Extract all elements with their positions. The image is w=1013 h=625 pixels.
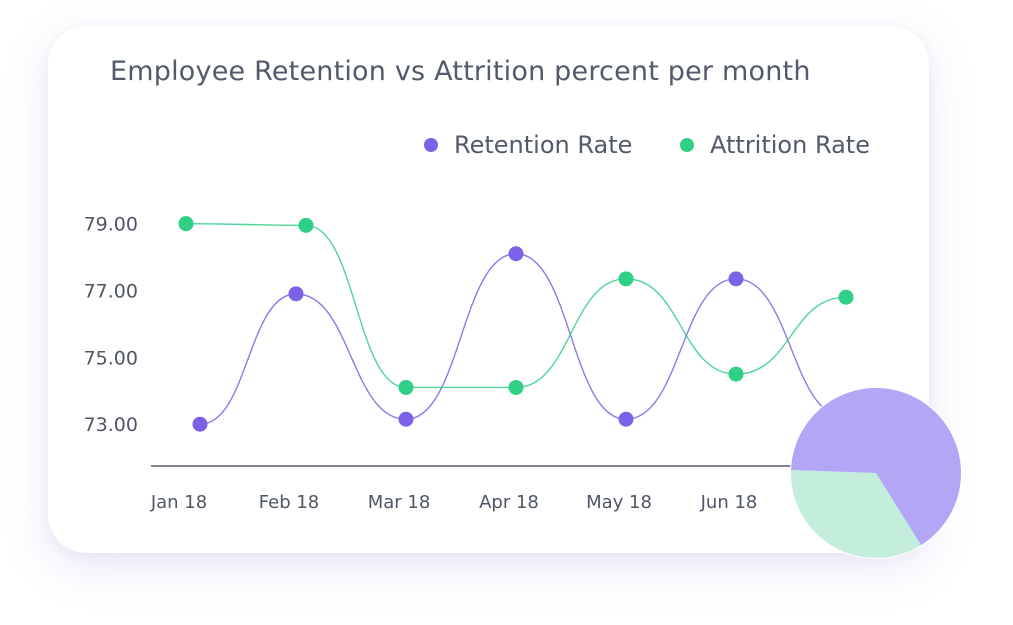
data-point-retention-4[interactable] xyxy=(618,411,634,427)
legend-dot-attrition xyxy=(680,138,694,152)
data-point-retention-5[interactable] xyxy=(728,271,744,287)
data-point-attrition-5[interactable] xyxy=(728,366,744,382)
legend-item-attrition[interactable]: Attrition Rate xyxy=(680,131,870,159)
data-point-attrition-3[interactable] xyxy=(508,379,524,395)
data-point-attrition-0[interactable] xyxy=(178,216,194,232)
data-point-attrition-2[interactable] xyxy=(398,379,414,395)
data-point-attrition-1[interactable] xyxy=(298,217,314,233)
y-tick-label: 73.00 xyxy=(84,414,138,436)
series-points xyxy=(178,216,854,432)
data-point-retention-1[interactable] xyxy=(288,286,304,302)
legend-label-retention: Retention Rate xyxy=(454,131,633,159)
pie-slice-attrition xyxy=(790,470,922,559)
legend-item-retention[interactable]: Retention Rate xyxy=(424,131,632,159)
x-axis-labels: Jan 18 Feb 18 Mar 18 Apr 18 May 18 Jun 18 xyxy=(150,492,758,513)
x-tick-label: May 18 xyxy=(586,492,652,513)
x-tick-label: Jun 18 xyxy=(700,492,758,513)
pie-slice-retention xyxy=(791,388,961,546)
y-tick-label: 77.00 xyxy=(84,281,138,303)
x-tick-label: Apr 18 xyxy=(479,492,539,513)
y-tick-label: 75.00 xyxy=(84,347,138,369)
data-point-retention-2[interactable] xyxy=(398,411,414,427)
chart-title: Employee Retention vs Attrition percent … xyxy=(110,56,811,87)
x-tick-label: Feb 18 xyxy=(259,492,320,513)
x-tick-label: Mar 18 xyxy=(368,492,431,513)
pie-chart-decoration xyxy=(790,387,962,559)
data-point-attrition-4[interactable] xyxy=(618,271,634,287)
data-point-retention-0[interactable] xyxy=(192,416,208,432)
legend-label-attrition: Attrition Rate xyxy=(710,131,870,159)
x-tick-label: Jan 18 xyxy=(150,492,207,513)
y-axis-labels: 73.00 75.00 77.00 79.00 xyxy=(84,214,138,437)
chart-card xyxy=(48,26,929,553)
data-point-attrition-6[interactable] xyxy=(838,289,854,305)
series-line-retention xyxy=(199,253,847,425)
y-tick-label: 79.00 xyxy=(84,214,138,236)
data-point-retention-3[interactable] xyxy=(508,246,524,262)
legend-dot-retention xyxy=(424,138,438,152)
